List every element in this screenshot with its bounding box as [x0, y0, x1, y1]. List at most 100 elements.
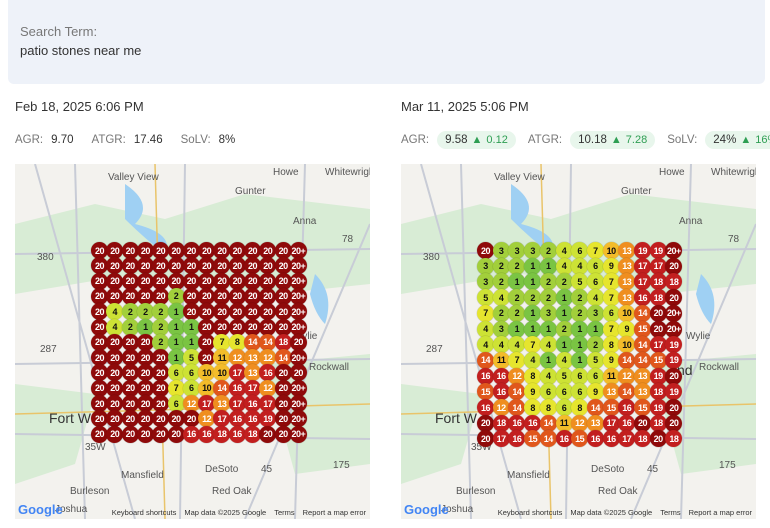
- terms-link[interactable]: Terms: [660, 508, 681, 517]
- rank-marker[interactable]: 20: [136, 395, 154, 412]
- rank-marker[interactable]: 20+: [665, 320, 683, 338]
- rank-marker[interactable]: 1: [555, 289, 573, 307]
- rank-marker[interactable]: 16: [555, 430, 573, 448]
- rank-marker[interactable]: 13: [618, 273, 636, 291]
- rank-marker[interactable]: 20: [106, 287, 124, 305]
- rank-marker[interactable]: 16: [244, 395, 261, 412]
- rank-marker[interactable]: 7: [602, 320, 620, 338]
- rank-marker[interactable]: 14: [259, 333, 277, 351]
- rank-marker[interactable]: 8: [524, 399, 542, 416]
- rank-marker[interactable]: 20: [274, 395, 292, 412]
- rank-marker[interactable]: 18: [634, 430, 651, 448]
- rank-marker[interactable]: 3: [524, 242, 542, 259]
- rank-marker[interactable]: 2: [524, 289, 542, 307]
- rank-marker[interactable]: 11: [492, 351, 510, 369]
- rank-map[interactable]: Valley View Gunter Howe Whitewrigh Anna …: [401, 164, 756, 519]
- rank-marker[interactable]: 2: [121, 318, 139, 336]
- rank-marker[interactable]: 19: [649, 242, 667, 259]
- rank-marker[interactable]: 20: [244, 287, 261, 305]
- rank-marker[interactable]: 17: [244, 379, 261, 397]
- rank-marker[interactable]: 16: [244, 410, 261, 428]
- rank-marker[interactable]: 20: [152, 379, 170, 397]
- rank-marker[interactable]: 20: [198, 303, 216, 321]
- rank-marker[interactable]: 15: [477, 383, 494, 401]
- rank-marker[interactable]: 20: [121, 395, 139, 412]
- rank-marker[interactable]: 20: [91, 410, 108, 428]
- rank-marker[interactable]: 19: [649, 367, 667, 385]
- rank-marker[interactable]: 13: [618, 242, 636, 259]
- rank-marker[interactable]: 20: [136, 333, 154, 351]
- rank-marker[interactable]: 14: [539, 430, 557, 448]
- keyboard-shortcuts-link[interactable]: Keyboard shortcuts: [111, 508, 177, 517]
- rank-marker[interactable]: 1: [182, 318, 200, 336]
- rank-marker[interactable]: 5: [182, 349, 200, 367]
- rank-marker[interactable]: 1: [555, 304, 573, 322]
- rank-marker[interactable]: 1: [136, 318, 154, 336]
- rank-marker[interactable]: 20: [259, 287, 277, 305]
- rank-marker[interactable]: 20: [152, 242, 170, 259]
- rank-marker[interactable]: 16: [477, 399, 494, 416]
- rank-marker[interactable]: 20: [136, 349, 154, 367]
- rank-marker[interactable]: 20: [274, 318, 292, 336]
- rank-marker[interactable]: 20: [228, 318, 246, 336]
- rank-marker[interactable]: 4: [508, 336, 526, 354]
- rank-marker[interactable]: 7: [524, 336, 542, 354]
- rank-marker[interactable]: 20: [121, 242, 139, 259]
- rank-marker[interactable]: 2: [508, 289, 526, 307]
- rank-marker[interactable]: 17: [492, 430, 510, 448]
- rank-marker[interactable]: 13: [602, 383, 620, 401]
- rank-marker[interactable]: 1: [167, 318, 185, 336]
- rank-marker[interactable]: 17: [259, 395, 277, 412]
- rank-marker[interactable]: 14: [586, 399, 604, 416]
- rank-marker[interactable]: 20: [121, 364, 139, 382]
- rank-marker[interactable]: 7: [213, 333, 231, 351]
- rank-marker[interactable]: 1: [571, 336, 589, 354]
- rank-marker[interactable]: 2: [555, 320, 573, 338]
- rank-marker[interactable]: 20: [121, 272, 139, 290]
- rank-marker[interactable]: 17: [649, 257, 667, 275]
- rank-marker[interactable]: 20+: [665, 242, 683, 259]
- rank-marker[interactable]: 20: [106, 272, 124, 290]
- rank-marker[interactable]: 6: [555, 383, 573, 401]
- rank-marker[interactable]: 14: [618, 351, 636, 369]
- rank-marker[interactable]: 20: [228, 272, 246, 290]
- rank-marker[interactable]: 14: [539, 414, 557, 432]
- rank-marker[interactable]: 4: [539, 336, 557, 354]
- rank-marker[interactable]: 20: [665, 414, 683, 432]
- rank-marker[interactable]: 20: [152, 410, 170, 428]
- rank-marker[interactable]: 1: [524, 320, 542, 338]
- rank-marker[interactable]: 20: [182, 303, 200, 321]
- rank-marker[interactable]: 20: [244, 257, 261, 275]
- rank-marker[interactable]: 7: [586, 242, 604, 259]
- rank-marker[interactable]: 13: [634, 383, 651, 401]
- rank-marker[interactable]: 12: [182, 395, 200, 412]
- rank-marker[interactable]: 19: [634, 242, 651, 259]
- rank-marker[interactable]: 20: [259, 318, 277, 336]
- rank-marker[interactable]: 9: [602, 351, 620, 369]
- rank-marker[interactable]: 20: [259, 257, 277, 275]
- report-map-error-link[interactable]: Report a map error: [302, 508, 366, 517]
- rank-marker[interactable]: 20: [198, 333, 216, 351]
- rank-marker[interactable]: 20: [259, 303, 277, 321]
- rank-marker[interactable]: 6: [571, 367, 589, 385]
- rank-marker[interactable]: 20: [106, 410, 124, 428]
- rank-marker[interactable]: 20: [152, 364, 170, 382]
- rank-marker[interactable]: 10: [618, 336, 636, 354]
- rank-marker[interactable]: 1: [586, 320, 604, 338]
- rank-marker[interactable]: 7: [602, 289, 620, 307]
- rank-marker[interactable]: 2: [571, 289, 589, 307]
- rank-marker[interactable]: 20: [106, 242, 124, 259]
- rank-marker[interactable]: 20: [649, 430, 667, 448]
- rank-marker[interactable]: 12: [228, 349, 246, 367]
- rank-marker[interactable]: 11: [213, 349, 231, 367]
- rank-marker[interactable]: 1: [167, 303, 185, 321]
- rank-marker[interactable]: 18: [649, 289, 667, 307]
- terms-link[interactable]: Terms: [274, 508, 295, 517]
- rank-marker[interactable]: 5: [586, 351, 604, 369]
- rank-marker[interactable]: 20+: [289, 395, 307, 412]
- rank-marker[interactable]: 17: [618, 430, 636, 448]
- rank-marker[interactable]: 16: [508, 414, 526, 432]
- rank-marker[interactable]: 19: [259, 410, 277, 428]
- rank-marker[interactable]: 17: [228, 364, 246, 382]
- rank-marker[interactable]: 4: [555, 242, 573, 259]
